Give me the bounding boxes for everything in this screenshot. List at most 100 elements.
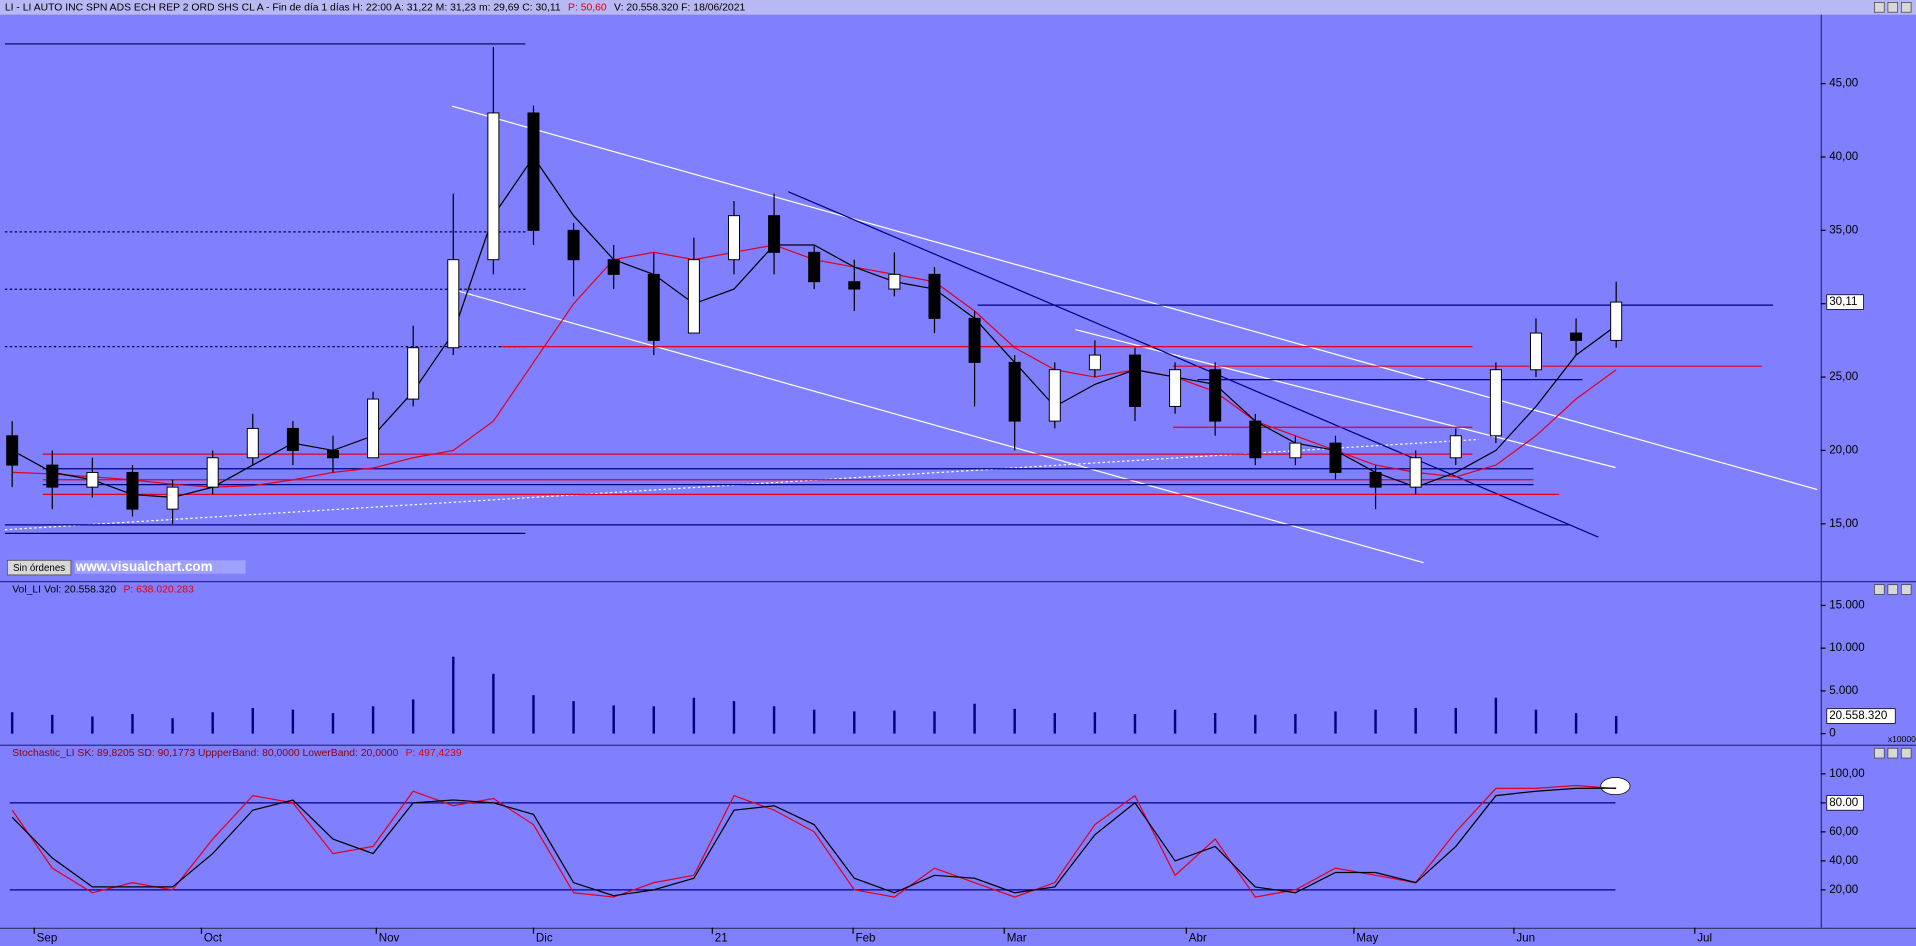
- candle-body: [1088, 354, 1101, 371]
- trend-line: [451, 105, 1818, 491]
- btn-min[interactable]: [1874, 2, 1885, 13]
- volume-p: P: 638.020.283: [123, 584, 194, 595]
- candle-body: [1008, 361, 1021, 422]
- btn-max[interactable]: [1887, 2, 1899, 13]
- candle-body: [1169, 369, 1182, 407]
- candle-body: [1209, 369, 1222, 422]
- candle-body: [286, 427, 299, 451]
- moving-average: [11, 155, 1617, 499]
- x-tick-label: Dic: [536, 932, 553, 945]
- candle-body: [1329, 442, 1342, 473]
- y-tick-label: 0: [1829, 727, 1835, 740]
- candle-body: [166, 486, 179, 510]
- candle-body: [6, 435, 19, 466]
- candle-body: [246, 427, 259, 459]
- orders-button[interactable]: [6, 559, 72, 576]
- y-tick-label: 40,00: [1829, 854, 1858, 867]
- y-tick-label: 20,00: [1829, 444, 1858, 457]
- stochastic-header: Stochastic_LI SK: 89,8205 SD: 90,1773 Up…: [12, 748, 462, 759]
- candle-body: [1048, 369, 1061, 422]
- candle-body: [1409, 457, 1422, 488]
- btn-min[interactable]: [1874, 584, 1885, 595]
- candle-body: [1529, 332, 1542, 371]
- cursor-marker: [1600, 777, 1631, 796]
- candle-body: [46, 464, 59, 488]
- volume-title: Vol_LI Vol: 20.558.320: [12, 584, 116, 595]
- candle-body: [1610, 301, 1623, 341]
- logo: www.visualchart.com: [75, 559, 213, 574]
- candle-body: [848, 281, 861, 290]
- candle-body: [206, 457, 219, 488]
- y-tick-label: 5.000: [1829, 684, 1858, 697]
- header-rest: V: 20.558.320 F: 18/06/2021: [614, 2, 745, 13]
- value-box-label: 80.00: [1829, 796, 1858, 809]
- candle-body: [687, 259, 700, 334]
- candle-body: [1128, 354, 1141, 407]
- drawings: [4, 43, 1818, 564]
- candle-body: [487, 112, 500, 261]
- candle-body: [567, 229, 580, 261]
- scale-note: x10000: [1888, 734, 1916, 744]
- candle-body: [1570, 332, 1583, 341]
- btn-max[interactable]: [1887, 584, 1899, 595]
- candle-body: [888, 273, 901, 290]
- btn-close[interactable]: [1900, 584, 1912, 595]
- header-title: LI - LI AUTO INC SPN ADS ECH REP 2 ORD S…: [5, 2, 746, 13]
- y-tick-label: 15.000: [1829, 599, 1864, 612]
- candle-body: [326, 449, 339, 459]
- y-tick-label: 35,00: [1829, 223, 1858, 236]
- trend-line: [451, 288, 1424, 564]
- candle-body: [607, 259, 620, 275]
- x-tick-label: May: [1356, 932, 1378, 945]
- btn-close[interactable]: [1900, 2, 1912, 13]
- candle-body: [1369, 471, 1382, 488]
- candle-body: [808, 251, 821, 283]
- x-tick-label: Mar: [1007, 932, 1027, 945]
- candle-body: [1449, 435, 1462, 459]
- value-box: [1826, 795, 1864, 811]
- candle-body: [1289, 442, 1302, 459]
- candle-body: [527, 112, 540, 231]
- x-tick-label: Jul: [1697, 932, 1712, 945]
- x-tick-label: Nov: [379, 932, 400, 945]
- candle-body: [447, 259, 460, 349]
- x-tick-label: Feb: [856, 932, 876, 945]
- header-bar: [0, 0, 1916, 15]
- candle-body: [407, 347, 420, 400]
- btn-close[interactable]: [1900, 747, 1912, 759]
- y-tick-label: 15,00: [1829, 517, 1858, 530]
- logo-bg: [74, 560, 246, 574]
- y-tick-label: 60,00: [1829, 825, 1858, 838]
- stochastic-title: Stochastic_LI SK: 89,8205 SD: 90,1773 Up…: [12, 748, 398, 759]
- y-tick-label: 10.000: [1829, 641, 1864, 654]
- candle-body: [968, 317, 981, 363]
- y-tick-label: 25,00: [1829, 370, 1858, 383]
- value-box-label: 20.558.320: [1829, 709, 1887, 722]
- candle-body: [86, 471, 99, 488]
- y-tick-label: 100,00: [1829, 767, 1864, 780]
- candle-body: [1489, 369, 1502, 437]
- volume-header: Vol_LI Vol: 20.558.320 P: 638.020.283: [12, 584, 194, 595]
- window-buttons: [1874, 2, 1912, 759]
- value-box: [1826, 708, 1896, 724]
- stochastic-line: [11, 784, 1617, 898]
- y-tick-label: 45,00: [1829, 77, 1858, 90]
- y-tick-label: 20,00: [1829, 883, 1858, 896]
- x-tick-label: 21: [715, 932, 728, 945]
- btn-min[interactable]: [1874, 747, 1885, 759]
- orders-button-label[interactable]: Sin órdenes: [13, 563, 65, 574]
- btn-max[interactable]: [1887, 747, 1899, 759]
- separators: [0, 14, 1916, 929]
- candle-body: [647, 273, 660, 341]
- value-box-label: 30,11: [1829, 295, 1857, 308]
- stochastic-line: [11, 787, 1617, 897]
- candle-body: [928, 273, 941, 319]
- candle-body: [126, 471, 139, 510]
- candle-body: [1249, 420, 1262, 459]
- value-box: [1826, 294, 1864, 310]
- x-tick-label: Oct: [204, 932, 223, 945]
- x-tick-label: Sep: [37, 932, 58, 945]
- candle-body: [768, 215, 781, 253]
